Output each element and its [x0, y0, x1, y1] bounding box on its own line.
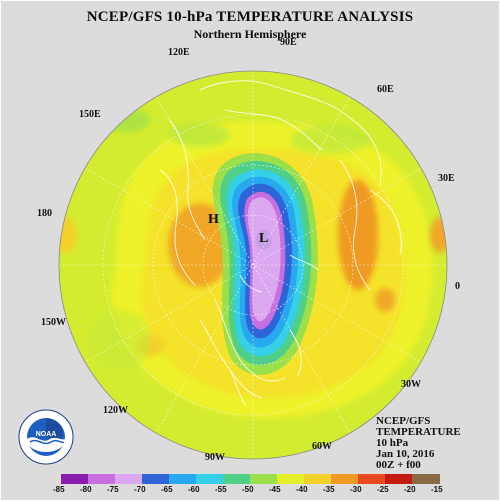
lon-label-120e: 120E [168, 47, 190, 58]
colorbar-segment [412, 474, 440, 484]
colorbar-segment [115, 474, 143, 484]
colorbar-segment [250, 474, 278, 484]
noaa-logo-text: NOAA [36, 431, 57, 438]
colorbar-tick-label: -15 [431, 485, 443, 494]
colorbar-tick-label: -60 [188, 485, 200, 494]
colorbar-tick-label: -65 [161, 485, 173, 494]
info-variable: TEMPERATURE [376, 426, 461, 438]
map-subtitle: Northern Hemisphere [193, 27, 307, 41]
lon-label-90e: 90E [280, 37, 297, 48]
lon-label-60e: 60E [377, 84, 394, 95]
info-forecast: 00Z + f00 [376, 459, 421, 471]
info-level: 10 hPa [376, 437, 409, 449]
colorbar-segment [385, 474, 413, 484]
lon-label-150w: 150W [41, 317, 66, 328]
map-border [58, 70, 448, 460]
colorbar-segment [169, 474, 197, 484]
lon-label-150e: 150E [79, 109, 101, 120]
lon-label-30w: 30W [401, 379, 421, 390]
lon-label-60w: 60W [312, 441, 332, 452]
info-date: Jan 10, 2016 [376, 448, 435, 460]
colorbar-tick-label: -30 [350, 485, 362, 494]
temperature-field [59, 71, 447, 459]
colorbar-tick-label: -55 [215, 485, 227, 494]
map-title: NCEP/GFS 10-hPa TEMPERATURE ANALYSIS [86, 9, 414, 25]
colorbar-tick-label: -20 [404, 485, 416, 494]
colorbar-tick-label: -35 [323, 485, 335, 494]
colorbar-tick-label: -40 [296, 485, 308, 494]
colorbar-segment [196, 474, 224, 484]
colorbar-tick-label: -85 [53, 485, 65, 494]
lon-label-90w: 90W [205, 452, 225, 463]
colorbar-segment [277, 474, 305, 484]
colorbar-tick-label: -70 [134, 485, 146, 494]
low-pressure-marker: L [259, 231, 268, 246]
lon-label-30e: 30E [438, 173, 455, 184]
lon-label-180: 180 [37, 208, 52, 219]
graticule [59, 71, 447, 459]
colorbar-segment [88, 474, 116, 484]
colorbar-segment [331, 474, 359, 484]
lon-label-0: 0 [455, 281, 460, 292]
info-model: NCEP/GFS [376, 415, 431, 427]
colorbar-segment [304, 474, 332, 484]
noaa-logo: NOAA [18, 409, 74, 465]
high-pressure-marker: H [208, 212, 219, 227]
colorbar-segment [223, 474, 251, 484]
colorbar-tick-label: -50 [242, 485, 254, 494]
colorbar-segment [358, 474, 386, 484]
info-panel: NCEP/GFS TEMPERATURE 10 hPa Jan 10, 2016… [376, 416, 461, 471]
coastlines [159, 80, 402, 406]
colorbar-tick-label: -75 [107, 485, 119, 494]
colorbar-segment [142, 474, 170, 484]
colorbar-tick-label: -45 [269, 485, 281, 494]
colorbar [61, 474, 440, 484]
colorbar-segment [61, 474, 89, 484]
colorbar-tick-label: -80 [80, 485, 92, 494]
lon-label-120w: 120W [103, 405, 128, 416]
colorbar-tick-label: -25 [377, 485, 389, 494]
